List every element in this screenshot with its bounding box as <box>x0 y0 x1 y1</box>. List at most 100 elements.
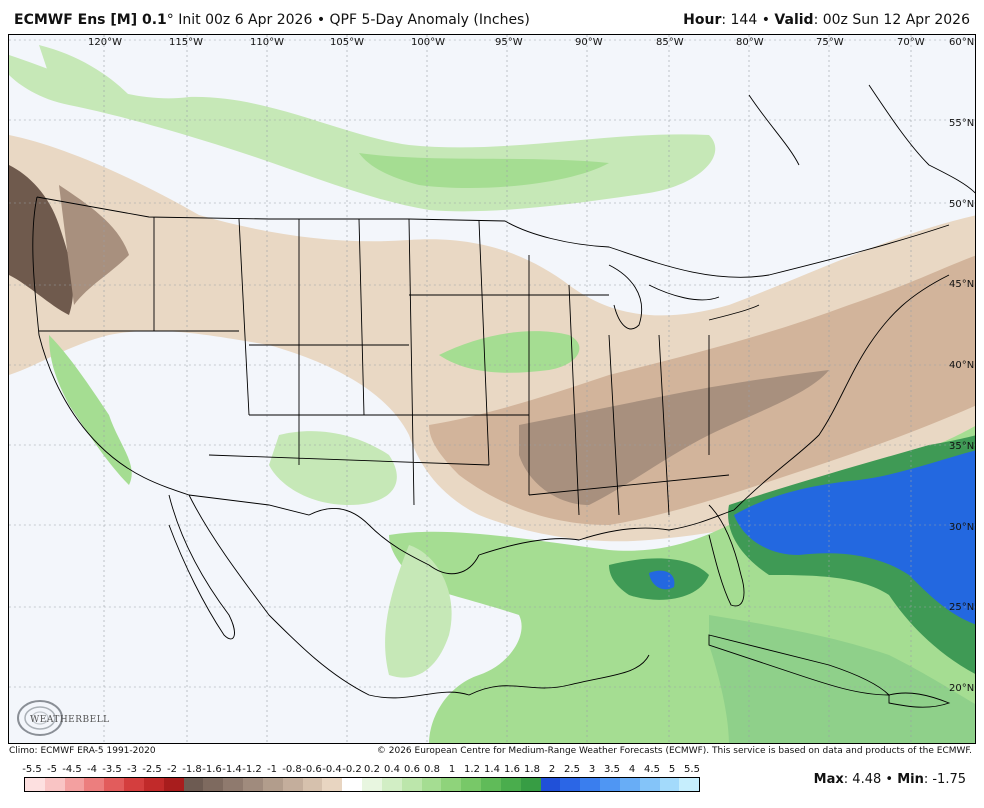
colorbar-tick-label: 1 <box>448 764 456 775</box>
colorbar-swatch <box>64 778 85 791</box>
anomaly-wet-southwest <box>269 431 397 505</box>
colorbar-tick-label: 0.2 <box>364 764 380 775</box>
lon-label: 85°W <box>656 37 684 48</box>
colorbar-swatch <box>441 778 462 791</box>
colorbar-swatch <box>619 778 640 791</box>
colorbar-swatch <box>381 778 402 791</box>
colorbar-tick-label: -1.6 <box>202 764 222 775</box>
stats-separator: • <box>881 772 898 787</box>
lat-label: 20°N <box>949 683 974 694</box>
colorbar-swatch <box>540 778 561 791</box>
colorbar-swatch <box>401 778 422 791</box>
lon-label: 75°W <box>816 37 844 48</box>
canada-coast <box>748 84 975 194</box>
logo-text: WEATHERBELL <box>30 715 110 725</box>
gulf-coast <box>478 509 735 556</box>
latitude-labels: 60°N 55°N 50°N 45°N 40°N 35°N 30°N 25°N … <box>949 37 974 694</box>
colorbar-swatch <box>481 778 501 791</box>
colorbar-swatch <box>302 778 323 791</box>
colorbar-swatch <box>500 778 521 791</box>
us-mexico-border <box>188 494 480 575</box>
west-coast <box>32 196 190 496</box>
colorbar-swatch <box>203 778 224 791</box>
colorbar-swatch <box>461 778 482 791</box>
colorbar-tick-label: 3.5 <box>604 764 620 775</box>
colorbar <box>24 777 700 792</box>
valid-info: Hour: 144 • Valid: 00z Sun 12 Apr 2026 <box>683 12 970 28</box>
max-label: Max <box>813 772 844 787</box>
colorbar-swatch <box>25 778 45 791</box>
colorbar-tick-label: -1.4 <box>222 764 242 775</box>
copyright-note: © 2026 European Centre for Medium-Range … <box>376 746 972 756</box>
colorbar-tick-label: -1 <box>267 764 277 775</box>
anomaly-wet-canada-core <box>359 153 609 189</box>
colorbar-tick-label: -3.5 <box>102 764 122 775</box>
lon-label: 115°W <box>169 37 203 48</box>
colorbar-tick-label: 1.2 <box>464 764 480 775</box>
anomaly-wet-atlantic-blue <box>734 450 975 625</box>
baja <box>168 494 235 640</box>
colorbar-swatch <box>262 778 283 791</box>
lat-label: 30°N <box>949 522 974 533</box>
colorbar-tick-label: -1.8 <box>182 764 202 775</box>
colorbar-tick-label: -0.2 <box>342 764 362 775</box>
colorbar-swatch <box>104 778 125 791</box>
anomaly-wet-california <box>49 335 132 485</box>
colorbar-tick-label: 1.8 <box>524 764 540 775</box>
lat-label: 55°N <box>949 118 974 129</box>
lat-label: 40°N <box>949 360 974 371</box>
max-value: : 4.48 <box>843 772 882 787</box>
colorbar-swatch <box>322 778 343 791</box>
colorbar-swatch <box>223 778 244 791</box>
colorbar-tick-label: -3 <box>127 764 137 775</box>
lon-label: 100°W <box>411 37 445 48</box>
colorbar-swatch <box>163 778 184 791</box>
colorbar-tick-label: 1.4 <box>484 764 500 775</box>
colorbar-labels: -5.5 -5 -4.5 -4 -3.5 -3 -2.5 -2 -1.8 -1.6 -1.4 -1.2… <box>22 764 700 776</box>
init-time: Init 00z 6 Apr 2026 <box>178 12 313 28</box>
lon-label: 80°W <box>736 37 764 48</box>
weatherbell-logo <box>17 700 63 736</box>
colorbar-tick-label: 0.8 <box>424 764 440 775</box>
graticule <box>9 35 975 743</box>
anomaly-wet-plains <box>439 331 580 373</box>
colorbar-tick-label: -5.5 <box>22 764 42 775</box>
political-boundaries <box>32 84 975 708</box>
min-label: Min <box>897 772 924 787</box>
colorbar-swatch <box>580 778 601 791</box>
colorbar-swatch <box>84 778 105 791</box>
colorbar-swatch <box>679 778 700 791</box>
colorbar-tick-label: 3 <box>588 764 596 775</box>
colorbar-swatch <box>421 778 442 791</box>
colorbar-tick-label: 5.5 <box>684 764 700 775</box>
min-value: : -1.75 <box>923 772 966 787</box>
anomaly-dry-se-core <box>519 370 829 505</box>
hour-label: Hour <box>683 12 722 28</box>
title-bullet: • <box>316 12 326 28</box>
colorbar-tick-label: -2.5 <box>142 764 162 775</box>
lon-label: 120°W <box>88 37 122 48</box>
colorbar-tick-label: 2 <box>548 764 556 775</box>
colorbar-swatch <box>183 778 204 791</box>
model-name: ECMWF Ens [M] 0.1 <box>14 12 167 28</box>
us-canada-border <box>36 196 950 278</box>
lon-label: 105°W <box>330 37 364 48</box>
colorbar-tick-label: 5 <box>668 764 676 775</box>
product-name: QPF 5-Day Anomaly (Inches) <box>329 12 530 28</box>
max-min-stats: Max: 4.48 • Min: -1.75 <box>814 772 966 787</box>
colorbar-swatch <box>560 778 581 791</box>
colorbar-swatch <box>659 778 680 791</box>
colorbar-swatch <box>282 778 303 791</box>
anomaly-dry-pacnw-core <box>9 165 74 315</box>
lat-label: 45°N <box>949 279 974 290</box>
colorbar-swatch <box>520 778 541 791</box>
anomaly-map: 120°W 115°W 110°W 105°W 100°W 95°W 90°W … <box>9 35 975 743</box>
east-coast <box>733 274 950 511</box>
anomaly-dry-pacnw-mid <box>59 185 129 305</box>
lon-label: 110°W <box>250 37 284 48</box>
colorbar-tick-label: -0.8 <box>282 764 302 775</box>
map-panel: 120°W 115°W 110°W 105°W 100°W 95°W 90°W … <box>8 34 976 744</box>
anomaly-wet-mexico <box>385 545 452 678</box>
colorbar-swatch <box>639 778 660 791</box>
colorbar-tick-label: 0.4 <box>384 764 400 775</box>
